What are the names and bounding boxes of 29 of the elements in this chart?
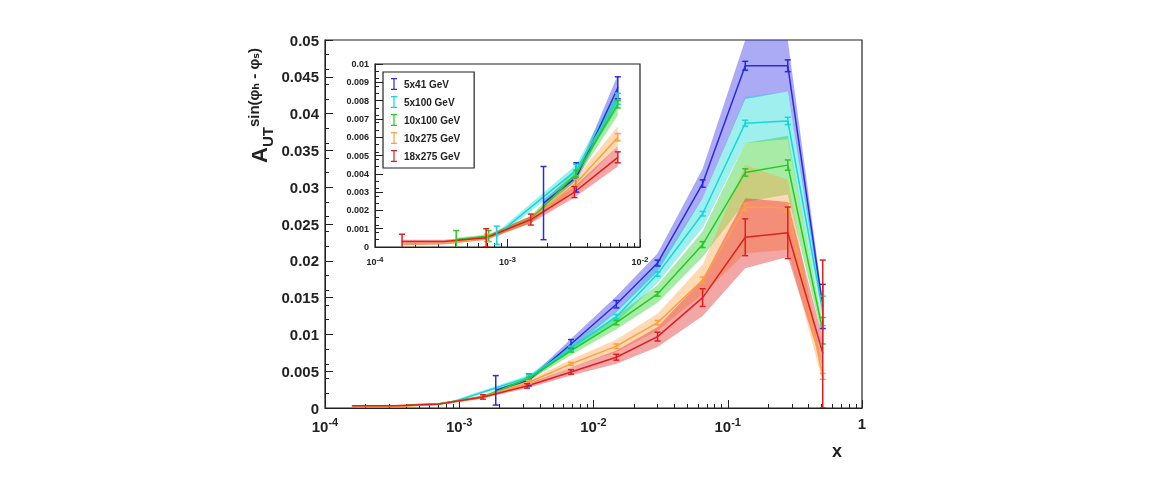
y-tick-label: 0.005 xyxy=(346,150,369,161)
y-tick-label: 0.008 xyxy=(346,95,369,106)
legend-label: 5x41 GeV xyxy=(404,78,450,90)
y-tick-label: 0.002 xyxy=(346,205,369,216)
y-tick-label: 0.03 xyxy=(289,178,319,196)
y-tick-label: 0.005 xyxy=(281,362,319,380)
y-tick-label: 0.035 xyxy=(281,141,319,159)
legend-label: 18x275 GeV xyxy=(404,150,461,162)
y-tick-label: 0.015 xyxy=(281,289,319,307)
y-tick-label: 0.04 xyxy=(289,105,320,123)
y-tick-label: 0 xyxy=(363,242,369,252)
y-tick-label: 0.01 xyxy=(351,59,369,69)
y-tick-label: 0.05 xyxy=(289,31,319,49)
legend-label: 10x100 GeV xyxy=(404,114,461,126)
y-tick-label: 0.001 xyxy=(346,223,369,234)
y-tick-label: 0.02 xyxy=(289,252,319,270)
y-tick-label: 0.01 xyxy=(289,325,319,343)
y-tick-label: 0.009 xyxy=(346,77,369,88)
y-tick-label: 0.006 xyxy=(346,132,369,143)
y-tick-label: 0.045 xyxy=(281,68,319,86)
y-tick-label: 0.025 xyxy=(281,215,319,233)
x-axis-title: x xyxy=(832,441,843,461)
y-tick-label: 0.004 xyxy=(346,168,369,179)
y-tick-label: 0 xyxy=(310,399,319,417)
y-tick-label: 0.003 xyxy=(346,187,369,198)
y-tick-label: 0.007 xyxy=(346,113,369,124)
x-tick-label: 1 xyxy=(857,415,867,432)
legend-label: 10x275 GeV xyxy=(404,132,461,144)
legend-label: 5x100 GeV xyxy=(404,96,455,108)
